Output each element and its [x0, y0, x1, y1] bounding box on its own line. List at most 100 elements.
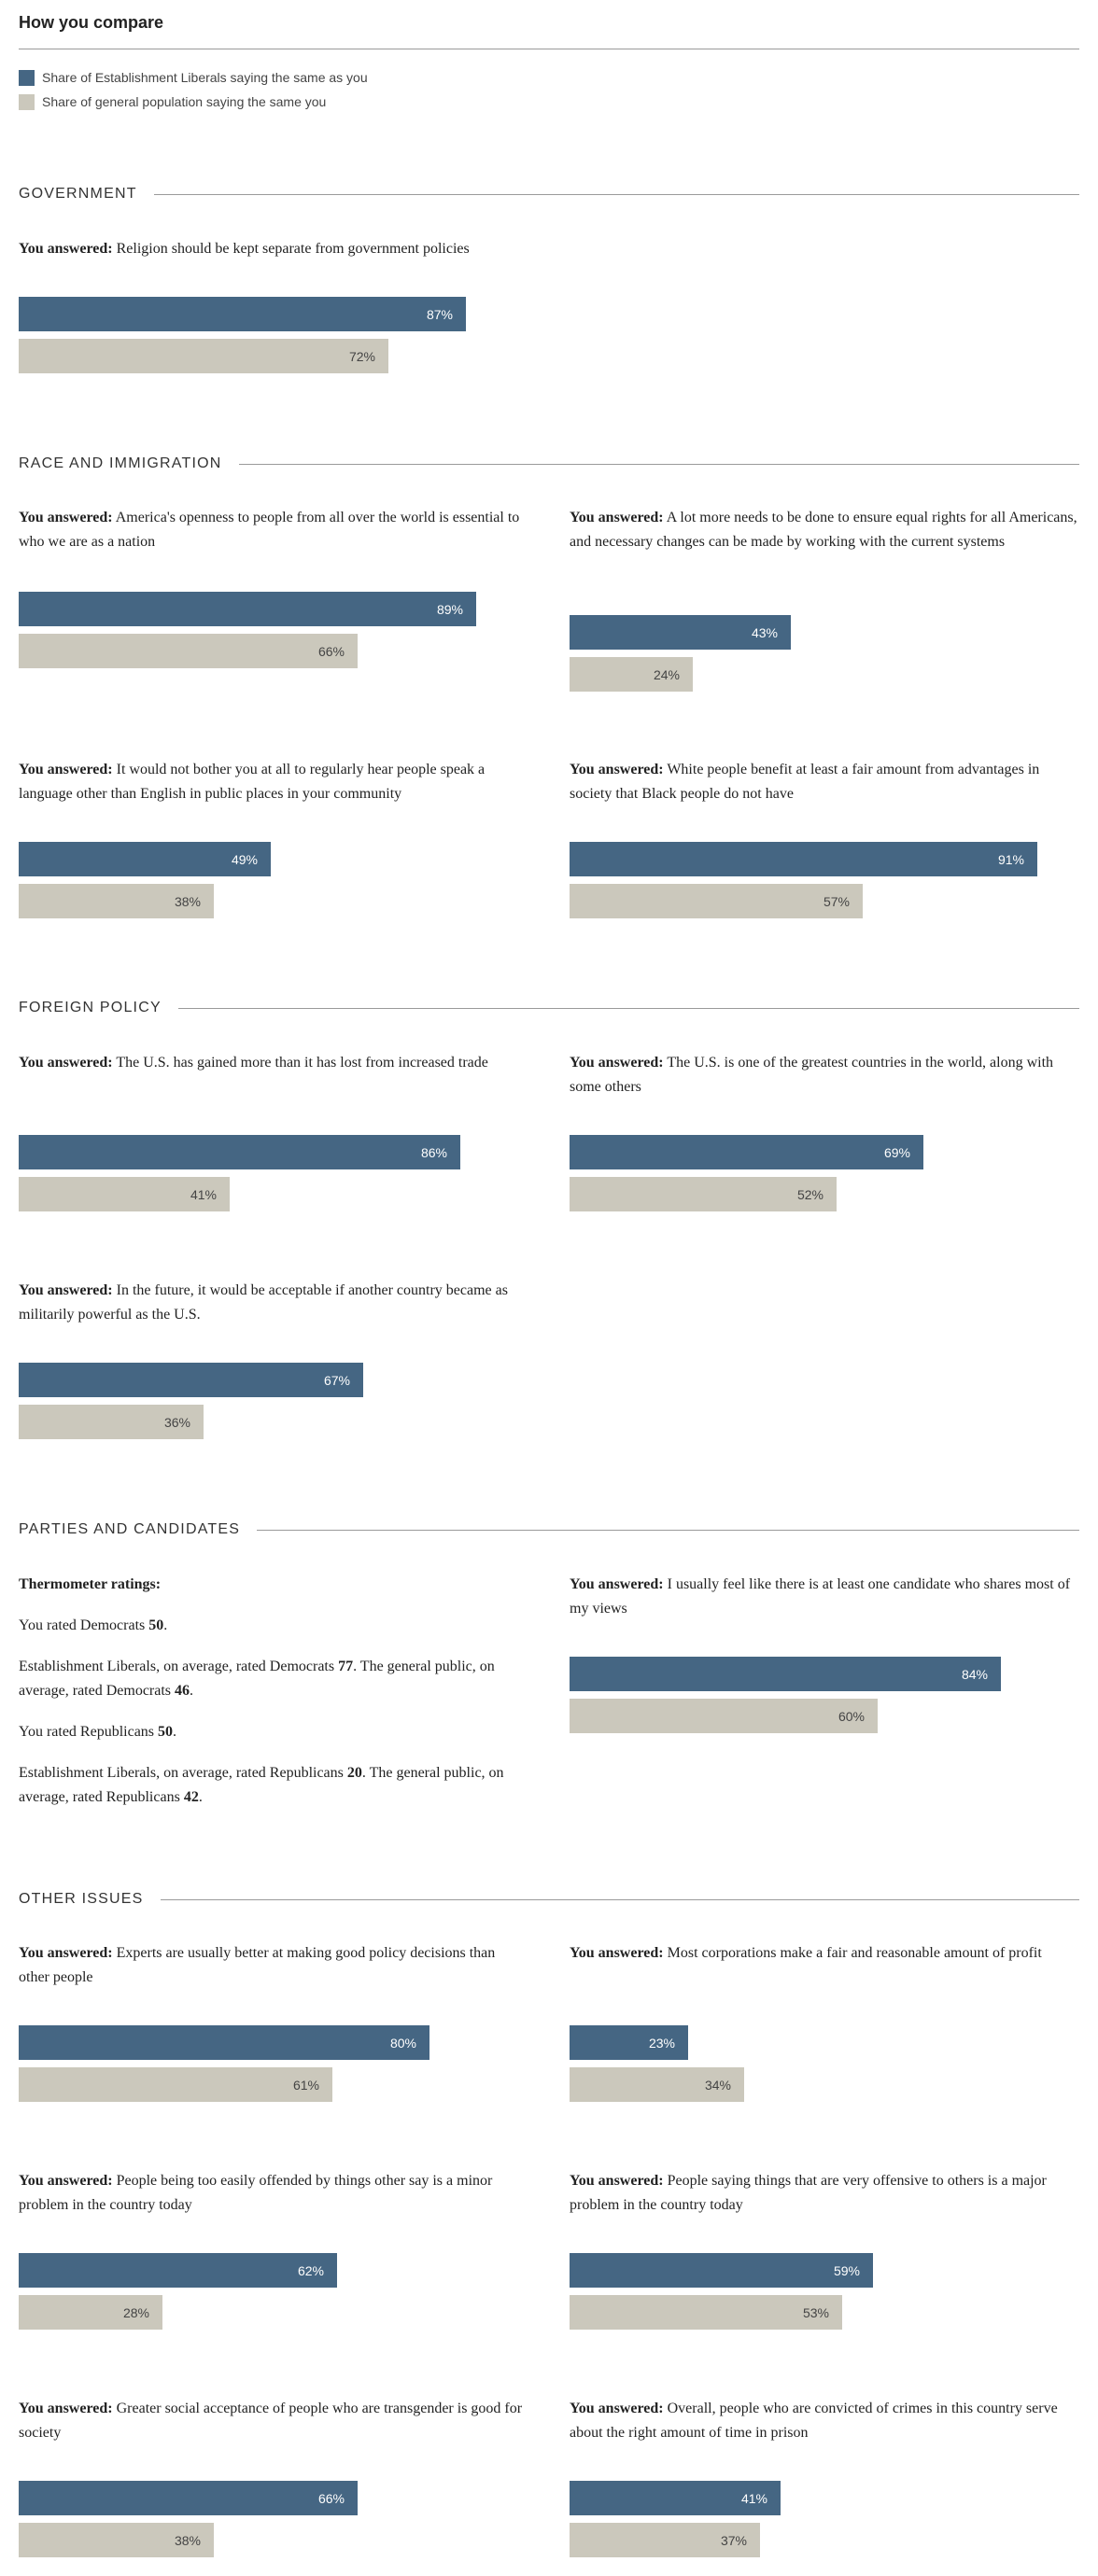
bar-general: 41%: [19, 1177, 230, 1211]
thermometer-heading: Thermometer ratings:: [19, 1576, 162, 1592]
legend-swatch-general: [19, 93, 35, 110]
question-text: America's openness to people from all ov…: [19, 510, 520, 550]
bar-establishment: 67%: [19, 1363, 363, 1397]
answer-prefix: You answered:: [19, 241, 113, 257]
bar-establishment: 86%: [19, 1135, 460, 1169]
dem-you-rating: You rated Democrats 50.: [19, 1617, 168, 1633]
section-divider: [19, 1530, 1079, 1531]
question-text: Overall, people who are convicted of cri…: [570, 2401, 1058, 2441]
question-text: I usually feel like there is at least on…: [570, 1576, 1071, 1617]
answer-prefix: You answered:: [19, 2173, 113, 2189]
bar-value-label: 69%: [883, 1144, 910, 1160]
answer-prefix: You answered:: [570, 2173, 664, 2189]
bar-establishment: 84%: [570, 1657, 1001, 1691]
question-block: You answered: I usually feel like there …: [570, 1573, 1077, 1733]
answer-prefix: You answered:: [570, 510, 664, 525]
bar-general: 34%: [570, 2067, 744, 2102]
section-other-issues: OTHER ISSUES: [19, 1888, 1079, 1911]
bar-value-label: 43%: [751, 624, 778, 640]
bar-value-label: 91%: [997, 851, 1024, 867]
bar-general: 72%: [19, 339, 388, 373]
bar-establishment: 62%: [19, 2253, 337, 2288]
bar-establishment: 66%: [19, 2481, 358, 2515]
bar-value-label: 41%: [190, 1186, 217, 1202]
question-text: In the future, it would be acceptable if…: [19, 1282, 508, 1323]
bar-value-label: 80%: [389, 2035, 416, 2051]
dem-group-rating: Establishment Liberals, on average, rate…: [19, 1659, 495, 1699]
section-divider: [19, 464, 1079, 465]
section-race-immigration: RACE AND IMMIGRATION: [19, 453, 1079, 475]
question-block: You answered: The U.S. has gained more t…: [19, 1051, 527, 1211]
legend-swatch-establishment: [19, 69, 35, 86]
bar-establishment: 91%: [570, 842, 1037, 876]
answer-prefix: You answered:: [570, 1055, 664, 1071]
bar-value-label: 24%: [653, 666, 680, 682]
question-text: White people benefit at least a fair amo…: [570, 762, 1040, 802]
answer-prefix: You answered:: [19, 1055, 113, 1071]
bar-value-label: 84%: [961, 1666, 988, 1682]
bar-value-label: 49%: [231, 851, 258, 867]
section-title: FOREIGN POLICY: [19, 997, 178, 1019]
legend-item-general: Share of general population saying the s…: [19, 90, 368, 114]
question-text: People saying things that are very offen…: [570, 2173, 1047, 2213]
page-title: How you compare: [19, 13, 164, 32]
question-block: You answered: People saying things that …: [570, 2169, 1077, 2330]
question-block: You answered: Most corporations make a f…: [570, 1941, 1077, 2102]
bar-value-label: 37%: [720, 2532, 747, 2548]
question-text: Experts are usually better at making goo…: [19, 1945, 496, 1985]
legend-label-establishment: Share of Establishment Liberals saying t…: [42, 70, 368, 85]
bar-establishment: 41%: [570, 2481, 781, 2515]
bar-general: 38%: [19, 884, 214, 918]
bar-establishment: 69%: [570, 1135, 923, 1169]
answer-prefix: You answered:: [570, 762, 664, 777]
bar-value-label: 38%: [174, 2532, 201, 2548]
bar-general: 37%: [570, 2523, 760, 2557]
bar-general: 36%: [19, 1405, 204, 1439]
answer-prefix: You answered:: [19, 2401, 113, 2416]
question-block: You answered: A lot more needs to be don…: [570, 506, 1077, 692]
section-title: RACE AND IMMIGRATION: [19, 453, 239, 475]
bar-establishment: 43%: [570, 615, 791, 650]
rep-group-rating: Establishment Liberals, on average, rate…: [19, 1765, 504, 1805]
section-divider: [19, 1899, 1079, 1900]
question-block: You answered: People being too easily of…: [19, 2169, 527, 2330]
bar-value-label: 41%: [740, 2490, 767, 2506]
question-block: You answered: Experts are usually better…: [19, 1941, 527, 2102]
legend-item-establishment: Share of Establishment Liberals saying t…: [19, 65, 368, 90]
answer-prefix: You answered:: [19, 1945, 113, 1961]
section-foreign-policy: FOREIGN POLICY: [19, 997, 1079, 1019]
question-text: The U.S. is one of the greatest countrie…: [570, 1055, 1054, 1095]
bar-value-label: 62%: [297, 2262, 324, 2278]
bar-establishment: 87%: [19, 297, 466, 331]
bar-general: 53%: [570, 2295, 842, 2330]
bar-value-label: 38%: [174, 893, 201, 909]
section-government: GOVERNMENT: [19, 183, 1079, 205]
bar-value-label: 53%: [802, 2304, 829, 2320]
question-text: Religion should be kept separate from go…: [116, 241, 470, 257]
bar-value-label: 34%: [704, 2077, 731, 2093]
bar-general: 38%: [19, 2523, 214, 2557]
bar-value-label: 61%: [292, 2077, 319, 2093]
rep-you-rating: You rated Republicans 50.: [19, 1724, 177, 1740]
bar-establishment: 23%: [570, 2025, 688, 2060]
bar-establishment: 89%: [19, 592, 476, 626]
question-block: You answered: Religion should be kept se…: [19, 237, 527, 373]
header: How you compare: [19, 13, 1079, 49]
bar-value-label: 59%: [833, 2262, 860, 2278]
question-text: A lot more needs to be done to ensure eq…: [570, 510, 1077, 550]
question-text: The U.S. has gained more than it has los…: [116, 1055, 488, 1071]
bar-value-label: 28%: [122, 2304, 149, 2320]
question-block: You answered: Greater social acceptance …: [19, 2397, 527, 2557]
question-text: Greater social acceptance of people who …: [19, 2401, 523, 2441]
section-parties-candidates: PARTIES AND CANDIDATES: [19, 1519, 1079, 1541]
question-text: People being too easily offended by thin…: [19, 2173, 493, 2213]
answer-prefix: You answered:: [19, 510, 113, 525]
answer-prefix: You answered:: [570, 1945, 664, 1961]
bar-general: 57%: [570, 884, 863, 918]
legend: Share of Establishment Liberals saying t…: [19, 65, 368, 114]
bar-establishment: 59%: [570, 2253, 873, 2288]
answer-prefix: You answered:: [19, 762, 113, 777]
answer-prefix: You answered:: [570, 2401, 664, 2416]
bar-general: 28%: [19, 2295, 162, 2330]
question-text: It would not bother you at all to regula…: [19, 762, 486, 802]
